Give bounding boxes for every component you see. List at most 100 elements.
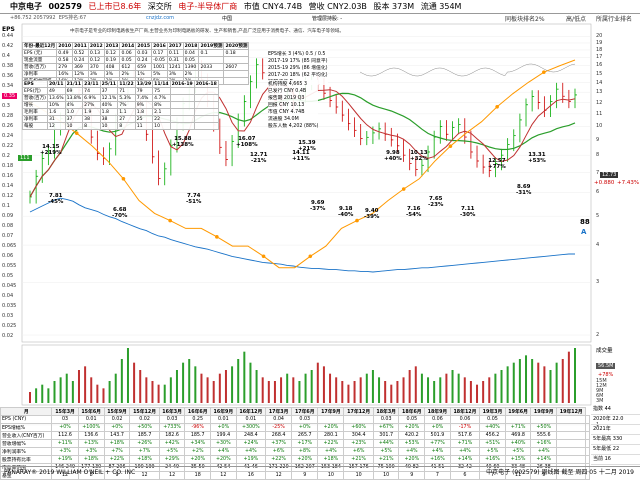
volume-bar <box>365 373 368 403</box>
bottom-row-label: 营业收入(CNY百万) <box>0 431 53 440</box>
table-cell: 11 <box>134 122 154 130</box>
price-callout: 7.65 -23% <box>428 196 443 208</box>
table-column-header: 11/14 <box>152 80 171 88</box>
eps-point <box>261 254 266 259</box>
bottom-table-cell: 0.02 <box>103 415 131 424</box>
volume-bar <box>463 377 466 403</box>
callout-price: 14.15 <box>42 144 60 150</box>
callout-price: 9.40 <box>364 208 379 214</box>
bottom-table-cell: +20% <box>291 455 319 464</box>
volume-bar <box>531 359 534 403</box>
table-cell: 0.1 <box>198 49 225 57</box>
volume-bar <box>96 384 99 403</box>
table-cell: 6.9% <box>82 94 101 102</box>
left-tick-label: 0.04 <box>2 293 14 299</box>
volume-bar <box>335 377 338 403</box>
bottom-table-cell: +11% <box>51 439 79 448</box>
table-cell <box>169 101 195 109</box>
left-tick-label: 0.025 <box>2 323 17 329</box>
bottom-table-cell: +4% <box>235 447 267 456</box>
bottom-table-header: 19年12月 <box>556 407 587 416</box>
bottom-table-cell: +7% <box>129 447 160 456</box>
bottom-table-cell: 0.03 <box>291 415 319 424</box>
bottom-table-cell: 0.05 <box>479 415 506 424</box>
table-cell: 13.6% <box>46 94 66 102</box>
price-callout: 6.68 -70% <box>112 207 127 219</box>
bottom-table-header: 16年3月 <box>158 407 186 416</box>
company-description: 中京电子是专业的印制电路板生产厂商,主营业务为印制电路板的研发、生产和销售,产品… <box>70 29 380 35</box>
table-cell <box>198 56 225 64</box>
volume-bar <box>329 373 332 403</box>
table-cell: 10 <box>152 122 171 130</box>
table-cell <box>169 87 195 95</box>
table-cell: 40% <box>99 101 119 109</box>
bottom-table-cell: +0% <box>103 423 131 432</box>
website[interactable]: cnzjdz.com <box>146 15 174 21</box>
table-cell: 0.13 <box>87 49 105 57</box>
callout-pct: +11% <box>292 156 310 162</box>
table-cell: 0.04 <box>182 49 200 57</box>
table-column-header: 2016-19 <box>169 80 195 88</box>
bottom-table-cell: 0.02 <box>129 415 160 424</box>
volume-bar <box>341 381 344 403</box>
right-panel-row: 5年最低 22 <box>591 445 640 455</box>
bottom-table-cell <box>556 415 587 424</box>
bottom-table-cell <box>343 415 374 424</box>
bottom-table-header: 15年9月 <box>103 407 131 416</box>
table-cell: 0.18 <box>223 49 250 57</box>
table-cell: 2% <box>182 70 200 78</box>
bottom-table-cell <box>556 455 587 464</box>
table-cell: 0.49 <box>56 49 74 57</box>
holders-row: 市值 CNY 4.74B <box>268 110 305 115</box>
bottom-table-cell: 182.6 <box>158 431 186 440</box>
bottom-table-header: 15年12月 <box>129 407 160 416</box>
volume-bar <box>292 377 295 403</box>
table-cell: 10 <box>99 122 119 130</box>
bottom-row-label: EPS (CNY) <box>0 415 53 424</box>
volume-bar <box>457 373 460 403</box>
bottom-table-cell: -25% <box>265 423 293 432</box>
price-callout: 14.15 +219% <box>40 144 62 156</box>
bottom-table-cell: +14% <box>449 455 481 464</box>
bottom-table-row: EPS (CNY) 03 0.01 0.02 0.02 0.03 0.25 0.01 0.01 0… <box>0 415 590 424</box>
table-cell: 10 <box>64 122 84 130</box>
table-cell: 12% <box>72 70 89 78</box>
table-cell: 1.1 <box>117 108 136 116</box>
table-cell: 408 <box>103 63 121 71</box>
volume-bar <box>402 377 405 403</box>
volume-bar <box>549 370 552 403</box>
right-tick-label: 10 <box>596 123 603 130</box>
callout-pct: +53% <box>528 158 546 164</box>
volume-bar <box>59 377 62 403</box>
bottom-table-cell: 265.7 <box>291 431 319 440</box>
table-column-header: 2016 <box>151 42 168 50</box>
table-column-header: 25/11 <box>99 80 119 88</box>
row-label: 净利率 <box>21 70 58 78</box>
callout-pct: -45% <box>48 199 64 205</box>
volume-tick-label: 15M <box>596 378 607 384</box>
left-tick-label: 0.05 <box>2 273 14 279</box>
volume-badge: 56.5M <box>596 363 616 369</box>
table-cell: 0.06 <box>119 49 137 57</box>
volume-bar <box>243 351 246 403</box>
table-cell: 0.05 <box>119 56 137 64</box>
callout-pct: +138% <box>172 142 194 148</box>
bottom-table-cell: +18% <box>317 455 345 464</box>
bottom-table-cell: +18% <box>103 439 131 448</box>
table-cell: 13.8% <box>64 94 84 102</box>
volume-bar <box>194 366 197 403</box>
table-cell: 38 <box>99 115 119 123</box>
volume-bar <box>206 377 209 403</box>
volume-bar <box>120 359 123 403</box>
left-tick-label: 0.07 <box>2 233 14 239</box>
bottom-table-cell: +50% <box>530 423 558 432</box>
callout-price: 13.31 <box>528 152 546 158</box>
price-label: 12.73 <box>600 172 619 178</box>
holders-row: 机构持股 4,665 3 <box>268 82 308 87</box>
bottom-table-cell: +4% <box>424 447 451 456</box>
bottom-table-cell: +16% <box>530 439 558 448</box>
left-tick-label: 0.16 <box>2 173 14 179</box>
table-cell: 0.05 <box>182 56 200 64</box>
bottom-table-cell: +20% <box>317 423 345 432</box>
table-header-label: EPS <box>22 80 48 88</box>
